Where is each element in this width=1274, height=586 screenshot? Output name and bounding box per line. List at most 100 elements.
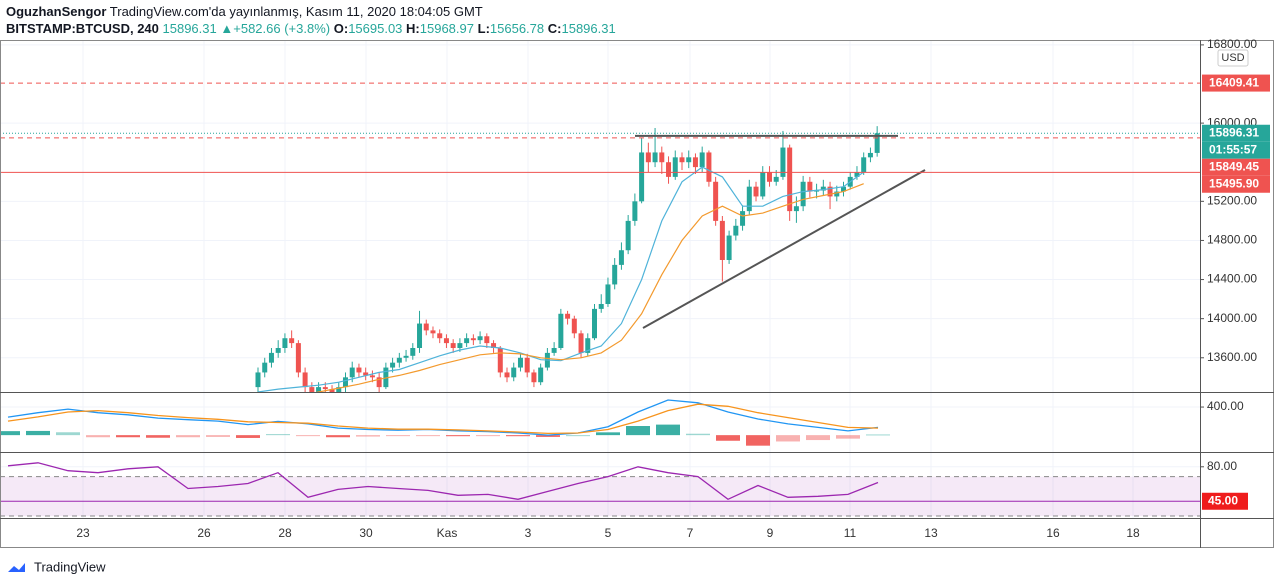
footer-logo: TradingView	[34, 559, 106, 574]
histogram-bar	[566, 435, 590, 437]
histogram-bar	[86, 435, 110, 438]
candle-body	[443, 338, 449, 344]
histogram-bar	[296, 435, 320, 437]
candle-body	[376, 377, 382, 388]
histogram-bar	[416, 435, 440, 437]
histogram-bar	[806, 435, 830, 441]
high-label: H:	[406, 21, 420, 36]
candle-body	[417, 323, 423, 348]
y-tick-label: 15200.00	[1207, 194, 1257, 208]
candle-body	[780, 147, 786, 177]
low-label: L:	[477, 21, 490, 36]
last-price: 15896.31	[162, 21, 217, 36]
candle-body	[565, 313, 571, 319]
rsi-band	[0, 476, 1200, 517]
price-label: 01:55:57	[1209, 142, 1257, 156]
candle-body	[558, 313, 564, 348]
candle-body	[679, 157, 685, 163]
candle-body	[773, 176, 779, 182]
histogram-bar	[476, 435, 500, 437]
price-label: 15896.31	[1209, 125, 1259, 139]
candle-body	[807, 181, 813, 192]
candle-body	[450, 343, 456, 348]
candle-body	[666, 162, 672, 177]
candle-body	[719, 220, 725, 260]
candle-body	[699, 152, 705, 168]
candle-body	[551, 348, 557, 353]
y-tick-label: 13600.00	[1207, 350, 1257, 364]
candle-body	[282, 338, 288, 348]
candle-body	[268, 352, 274, 363]
candle-body	[652, 152, 658, 163]
candle-body	[295, 343, 301, 373]
candle-body	[437, 333, 443, 339]
price-label-box	[1202, 141, 1270, 159]
candle-body	[692, 157, 698, 168]
candle-body	[598, 304, 604, 309]
candle-body	[571, 318, 577, 334]
x-tick-label: 30	[359, 526, 373, 540]
candle-body	[733, 225, 739, 236]
price-label-box	[1202, 124, 1270, 142]
histogram-bar	[716, 435, 740, 441]
x-tick-label: Kas	[437, 526, 458, 540]
axes: 23 26 28 30 Kas 3 5 7 9 11 13 16 18 13600.00 14000.00 1…	[76, 37, 1270, 540]
price-label-box	[1202, 74, 1270, 92]
published: TradingView.com'da yayınlanmış, Kasım 11…	[109, 4, 483, 19]
candle-body	[470, 338, 476, 341]
candle-body	[645, 152, 651, 163]
change: +582.66 (+3.8%)	[233, 21, 331, 36]
candle-body	[504, 372, 510, 378]
candle-body	[363, 372, 369, 376]
candle-body	[491, 343, 497, 348]
candle-body	[484, 336, 490, 344]
x-tick-label: 5	[605, 526, 612, 540]
y-tick-label: 14000.00	[1207, 311, 1257, 325]
candle-body	[578, 333, 584, 353]
candle-body	[390, 362, 396, 368]
candle-body	[403, 355, 409, 358]
candle-body	[800, 181, 806, 207]
candle-body	[874, 133, 880, 153]
candle-body	[713, 181, 719, 221]
histogram-bar	[146, 435, 170, 438]
indicator-line	[7, 403, 879, 435]
candle-body	[464, 338, 470, 344]
histogram-bar	[746, 435, 770, 446]
y-tick-label: 80.00	[1207, 459, 1237, 473]
candle-body	[672, 157, 678, 177]
chart-background	[0, 40, 1274, 548]
x-tick-label: 28	[278, 526, 292, 540]
candle-body	[766, 172, 772, 182]
candle-body	[342, 377, 348, 388]
x-tick-label: 7	[687, 526, 694, 540]
candle-body	[329, 389, 335, 392]
histogram-bar	[116, 435, 140, 438]
candle-body	[538, 367, 544, 383]
candle-body	[349, 367, 355, 378]
candle-body	[289, 338, 295, 344]
candle-body	[457, 343, 463, 348]
high: 15968.97	[419, 21, 474, 36]
histogram-bar	[656, 424, 680, 436]
header-line-2: BITSTAMP:BTCUSD, 240 15896.31 ▲+582.66 (…	[6, 21, 616, 36]
y-tick-label: 400.00	[1207, 399, 1244, 413]
candle-body	[356, 367, 362, 373]
logo-icon	[8, 563, 25, 572]
histogram-bar	[446, 435, 470, 437]
histogram-bar	[686, 433, 710, 436]
price-label-box	[1202, 175, 1270, 193]
price-label: 16409.41	[1209, 75, 1259, 89]
change-arrow: ▲	[220, 21, 234, 36]
candle-body	[517, 357, 523, 368]
candle-body	[618, 250, 624, 265]
candle-body	[511, 367, 517, 378]
x-tick-label: 9	[767, 526, 774, 540]
candle-body	[531, 372, 537, 383]
level-label-box	[1202, 492, 1248, 510]
x-tick-label: 23	[76, 526, 90, 540]
candle-body	[322, 387, 328, 390]
histogram-bar	[326, 435, 350, 438]
